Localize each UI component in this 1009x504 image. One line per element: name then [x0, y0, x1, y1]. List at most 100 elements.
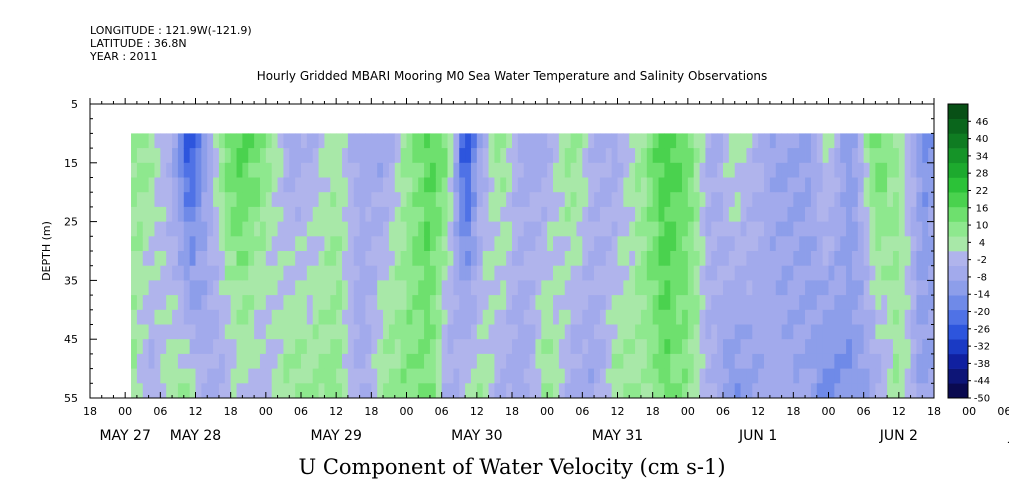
heatmap-cell — [136, 295, 144, 311]
heatmap-cell — [787, 324, 794, 340]
heatmap-cell — [201, 177, 208, 193]
heatmap-cell — [734, 339, 741, 355]
heatmap-cell — [160, 353, 167, 369]
heatmap-cell — [476, 148, 484, 164]
colorbar-segment — [948, 177, 968, 193]
heatmap-cell — [916, 280, 923, 296]
heatmap-cell — [664, 162, 671, 178]
heatmap-cell — [218, 236, 226, 252]
heatmap-cell — [306, 221, 314, 237]
heatmap-cell — [500, 133, 507, 149]
heatmap-cell — [412, 162, 419, 178]
heatmap-cell — [347, 236, 355, 252]
heatmap-cell — [617, 177, 624, 193]
heatmap-cell — [922, 236, 929, 252]
heatmap-cell — [699, 206, 706, 222]
heatmap-cell — [594, 265, 601, 281]
heatmap-cell — [324, 177, 331, 193]
heatmap-cell — [324, 148, 331, 164]
heatmap-cell — [418, 280, 425, 296]
heatmap-cell — [277, 383, 284, 399]
heatmap-cell — [670, 383, 677, 399]
heatmap-cell — [635, 192, 642, 208]
heatmap-cell — [312, 162, 319, 178]
heatmap-cell — [324, 309, 331, 325]
heatmap-cell — [142, 383, 150, 399]
heatmap-cell — [687, 353, 695, 369]
heatmap-cell — [295, 192, 302, 208]
heatmap-cell — [160, 236, 167, 252]
heatmap-cell — [301, 309, 308, 325]
heatmap-cell — [207, 383, 214, 399]
heatmap-cell — [347, 162, 355, 178]
heatmap-cell — [218, 280, 226, 296]
heatmap-cell — [136, 162, 144, 178]
heatmap-cell — [277, 280, 284, 296]
heatmap-cell — [277, 368, 284, 384]
heatmap-cell — [547, 339, 554, 355]
heatmap-cell — [834, 368, 841, 384]
heatmap-cell — [664, 324, 671, 340]
heatmap-cell — [131, 368, 138, 384]
heatmap-cell — [658, 148, 665, 164]
heatmap-cell — [412, 133, 419, 149]
heatmap-cell — [588, 236, 595, 252]
heatmap-cell — [172, 148, 179, 164]
heatmap-cell — [928, 148, 935, 164]
heatmap-cell — [652, 324, 659, 340]
heatmap-cell — [553, 192, 560, 208]
heatmap-cell — [517, 251, 525, 267]
heatmap-cell — [289, 236, 296, 252]
heatmap-cell — [840, 162, 847, 178]
heatmap-cell — [488, 192, 495, 208]
heatmap-cell — [476, 177, 484, 193]
heatmap-cell — [887, 368, 894, 384]
heatmap-cell — [599, 280, 607, 296]
heatmap-cell — [875, 339, 882, 355]
heatmap-cell — [424, 148, 431, 164]
heatmap-cell — [189, 177, 196, 193]
heatmap-cell — [324, 236, 331, 252]
heatmap-cell — [570, 177, 577, 193]
heatmap-cell — [154, 383, 161, 399]
heatmap-cell — [775, 133, 783, 149]
heatmap-cell — [822, 133, 829, 149]
heatmap-cell — [429, 280, 437, 296]
heatmap-cell — [259, 295, 267, 311]
heatmap-cell — [558, 236, 566, 252]
heatmap-cell — [846, 280, 853, 296]
heatmap-cell — [306, 368, 314, 384]
heatmap-cell — [892, 309, 900, 325]
heatmap-cell — [453, 133, 460, 149]
heatmap-cell — [218, 309, 226, 325]
heatmap-cell — [582, 251, 589, 267]
heatmap-cell — [834, 148, 841, 164]
heatmap-cell — [154, 353, 161, 369]
heatmap-cell — [541, 324, 548, 340]
heatmap-cell — [857, 236, 865, 252]
heatmap-cell — [406, 339, 413, 355]
heatmap-cell — [429, 353, 437, 369]
heatmap-cell — [693, 206, 700, 222]
heatmap-cell — [371, 148, 378, 164]
heatmap-cell — [166, 221, 173, 237]
heatmap-cell — [869, 280, 876, 296]
heatmap-cell — [353, 324, 361, 340]
heatmap-cell — [693, 192, 700, 208]
heatmap-cell — [781, 339, 788, 355]
heatmap-cell — [547, 383, 554, 399]
heatmap-cell — [295, 280, 302, 296]
heatmap-cell — [160, 162, 167, 178]
heatmap-cell — [799, 251, 806, 267]
heatmap-cell — [353, 295, 361, 311]
heatmap-cell — [547, 236, 554, 252]
heatmap-cell — [465, 192, 472, 208]
heatmap-cell — [447, 383, 454, 399]
heatmap-cell — [922, 295, 929, 311]
heatmap-cell — [476, 353, 484, 369]
heatmap-cell — [758, 221, 765, 237]
heatmap-cell — [617, 265, 624, 281]
heatmap-cell — [805, 133, 812, 149]
heatmap-cell — [910, 162, 917, 178]
